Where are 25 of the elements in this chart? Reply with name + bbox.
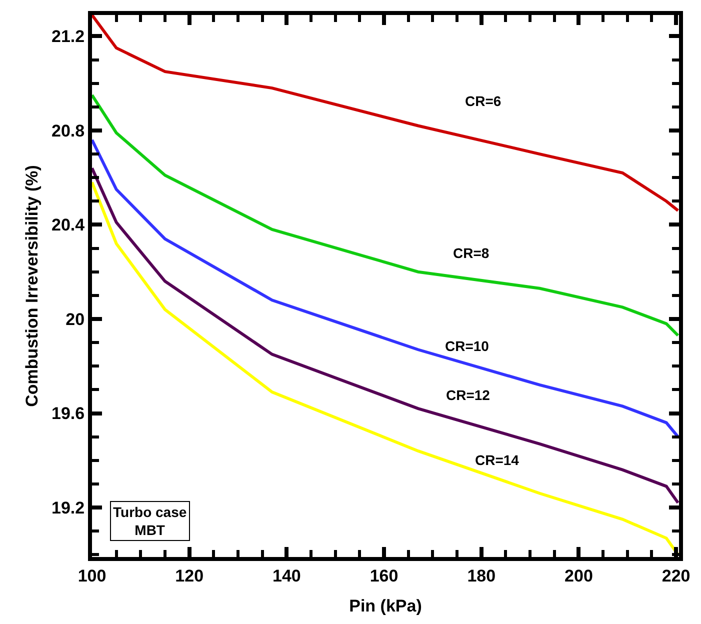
y-tick-label: 21.2 — [52, 27, 85, 46]
annotation: Turbo case MBT — [113, 504, 187, 538]
line-series — [92, 15, 679, 212]
y-tick-label: 20.8 — [52, 121, 85, 140]
x-tick-label: 160 — [370, 566, 398, 586]
series-label: CR=6 — [465, 93, 502, 109]
x-tick-label: 120 — [175, 566, 204, 586]
x-tick-label: 180 — [467, 566, 496, 586]
series-label: CR=14 — [475, 452, 520, 468]
y-tick-label: 20 — [66, 310, 85, 329]
y-tick-label: 19.6 — [52, 404, 85, 424]
series-label: CR=8 — [453, 245, 490, 261]
y-axis-title: Combustion Irreversibility (%) — [22, 165, 42, 407]
line-series — [92, 138, 679, 438]
x-axis-title: Pin (kPa) — [349, 596, 422, 616]
x-tick-label: 200 — [564, 566, 593, 586]
line-series — [92, 94, 679, 337]
x-tick-label: 100 — [78, 566, 106, 586]
series-label: CR=10 — [445, 338, 490, 354]
x-tick-label: 140 — [272, 566, 301, 586]
x-tick-label: 220 — [662, 566, 690, 586]
line-series — [92, 166, 679, 504]
series-label: CR=12 — [446, 387, 490, 403]
y-tick-label: 20.4 — [52, 216, 86, 235]
y-tick-label: 19.2 — [52, 498, 85, 518]
